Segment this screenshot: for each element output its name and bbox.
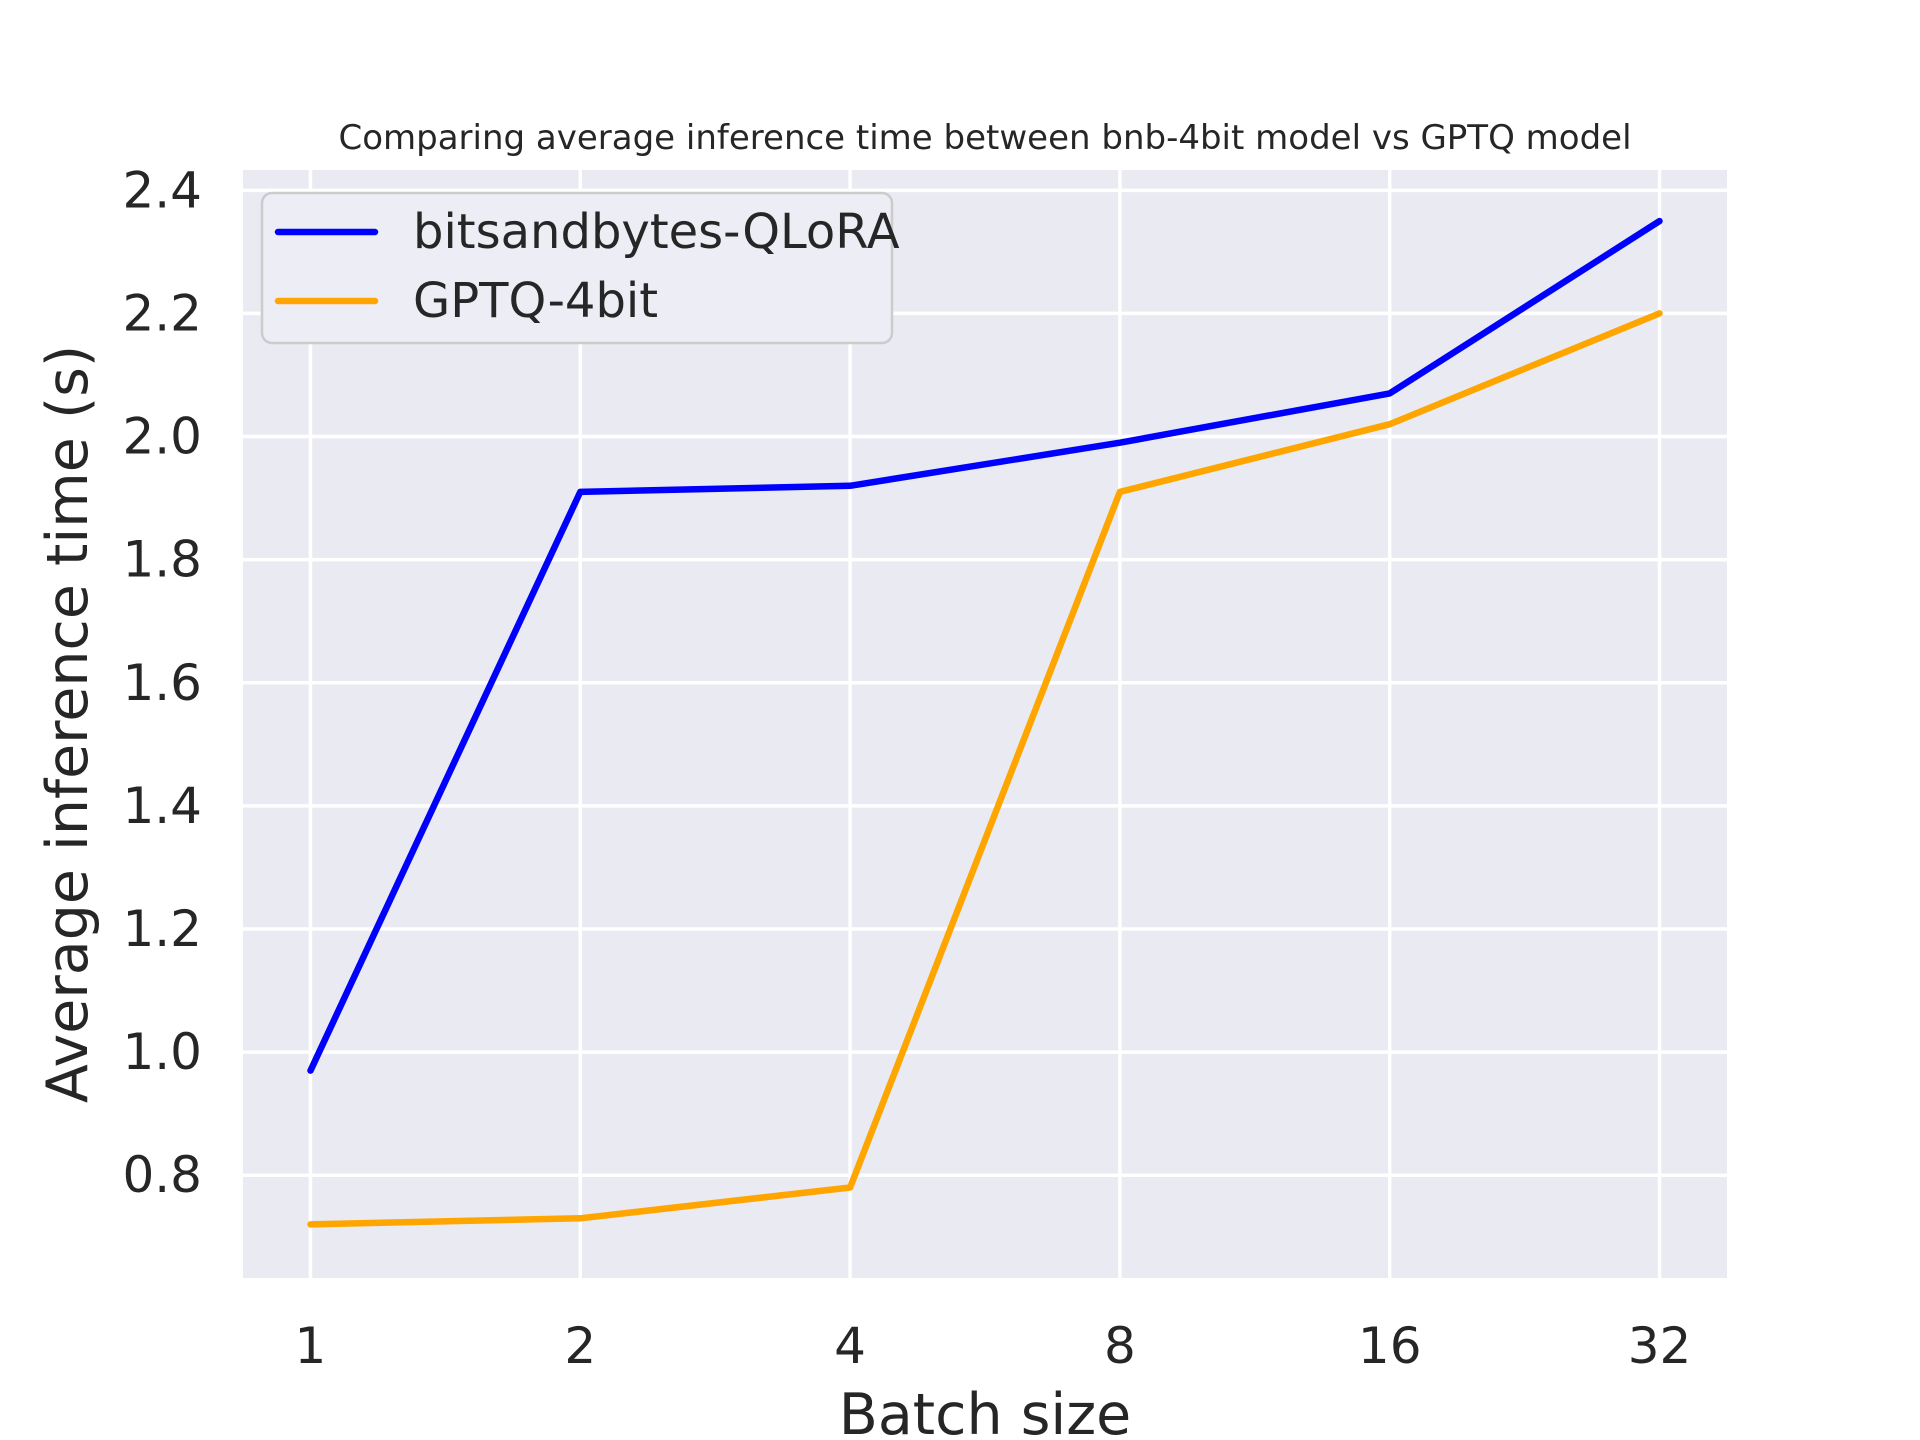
- y-tick-label: 0.8: [122, 1146, 202, 1204]
- legend-label-gptq-4bit: GPTQ-4bit: [413, 273, 658, 329]
- y-tick-label: 2.4: [122, 161, 202, 219]
- plot-area: [243, 170, 1727, 1278]
- y-tick-label: 1.4: [122, 777, 202, 835]
- y-tick-label: 1.2: [122, 900, 202, 958]
- series-line-gptq-4bit: [307, 310, 1663, 1228]
- x-axis-label: Batch size: [839, 1382, 1132, 1440]
- y-tick-label: 2.0: [122, 408, 202, 466]
- x-tick-label: 1: [295, 1317, 327, 1375]
- x-tick-label: 8: [1104, 1317, 1136, 1375]
- legend-label-bitsandbytes-qlora: bitsandbytes-QLoRA: [413, 204, 900, 260]
- x-tick-label: 2: [564, 1317, 596, 1375]
- chart-title: Comparing average inference time between…: [338, 118, 1631, 158]
- x-tick-label: 32: [1628, 1317, 1692, 1375]
- series-line-bitsandbytes-qlora: [307, 217, 1663, 1074]
- legend: bitsandbytes-QLoRA GPTQ-4bit: [260, 191, 900, 345]
- y-tick-label: 1.6: [122, 654, 202, 712]
- y-axis-label: Average inference time (s): [35, 345, 101, 1103]
- y-tick-label: 2.2: [122, 284, 202, 342]
- y-tick-label: 1.8: [122, 531, 202, 589]
- x-tick-label: 4: [834, 1317, 866, 1375]
- x-tick-label: 16: [1358, 1317, 1422, 1375]
- legend-frame: [260, 191, 894, 345]
- y-tick-label: 1.0: [122, 1023, 202, 1081]
